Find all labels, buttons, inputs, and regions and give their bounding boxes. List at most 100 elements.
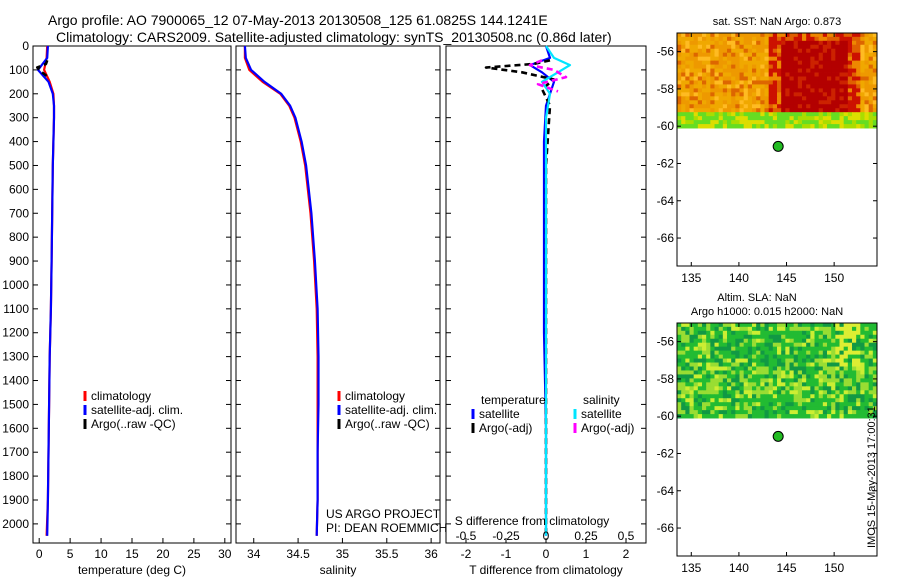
heatmap-cell (835, 374, 840, 379)
heatmap-cell (772, 100, 778, 105)
heatmap-cell (827, 338, 832, 344)
heatmap-cell (843, 64, 849, 69)
heatmap-cell (797, 88, 803, 93)
heatmap-cell (747, 350, 753, 355)
heatmap-cell (839, 60, 845, 65)
heatmap-cell (768, 44, 774, 50)
heatmap-cell (747, 120, 753, 125)
heatmap-cell (835, 52, 840, 58)
heatmap-cell (847, 334, 853, 340)
heatmap-cell (822, 88, 828, 93)
heatmap-cell (814, 72, 820, 77)
heatmap-cell (722, 52, 728, 58)
heatmap-cell (781, 52, 786, 58)
heatmap-cell (802, 390, 807, 395)
heatmap-cell (785, 330, 790, 336)
heatmap-cell (789, 374, 795, 379)
heatmap-cell (764, 350, 770, 355)
heatmap-cell (872, 394, 878, 399)
heatmap-cell (764, 338, 770, 344)
heatmap-cell (864, 108, 870, 113)
heatmap-cell (727, 330, 732, 336)
heatmap-cell (764, 346, 770, 352)
heatmap-cell (814, 362, 820, 367)
heatmap-cell (731, 378, 736, 383)
heatmap-cell (702, 108, 707, 113)
y-tick-label: 400 (9, 135, 29, 149)
heatmap-cells (677, 32, 878, 129)
argo-float-marker (772, 430, 784, 442)
heatmap-cell (756, 338, 761, 344)
heatmap-cell (872, 390, 878, 395)
heatmap-cell (747, 56, 753, 62)
heatmap-cell (839, 36, 845, 42)
heatmap-cell (856, 108, 861, 113)
heatmap-cell (814, 64, 820, 69)
heatmap-cell (702, 354, 707, 359)
heatmap-cell (839, 390, 845, 395)
heatmap-cell (718, 342, 724, 348)
heatmap-cell (797, 410, 803, 415)
heatmap-cell (802, 84, 807, 89)
heatmap-cell (839, 350, 845, 355)
heatmap-cell (714, 88, 720, 93)
heatmap-cell (752, 334, 757, 340)
heatmap-cell (818, 96, 824, 101)
heatmap-cell (702, 48, 707, 54)
heatmap-cell (785, 56, 790, 62)
heatmap-cell (727, 346, 732, 352)
heatmap-cell (714, 48, 720, 54)
heatmap-cell (760, 402, 765, 407)
heatmap-cell (847, 330, 853, 336)
heatmap-cell (677, 346, 682, 352)
heatmap-cell (714, 370, 720, 375)
heatmap-cell (714, 68, 720, 73)
heatmap-cell (747, 414, 753, 419)
legend-entry: Argo(..raw -QC) (345, 417, 430, 431)
heatmap-cell (693, 112, 699, 117)
heatmap-cell (868, 84, 874, 89)
heatmap-cell (793, 116, 799, 121)
heatmap-cell (822, 378, 828, 383)
heatmap-cell (810, 366, 815, 371)
heatmap-cell (714, 36, 720, 42)
heatmap-cell (752, 92, 757, 97)
heatmap-cell (810, 410, 815, 415)
heatmap-cell (856, 124, 861, 129)
heatmap-cell (793, 362, 799, 367)
heatmap-cell (731, 386, 736, 391)
heatmap-cell (839, 124, 845, 129)
heatmap-cell (718, 354, 724, 359)
heatmap-cell (847, 120, 853, 125)
heatmap-cell (693, 374, 699, 379)
heatmap-cell (743, 342, 749, 348)
heatmap-cell (781, 72, 786, 77)
heatmap-cell (772, 84, 778, 89)
heatmap-cell (714, 394, 720, 399)
heatmap-cell (710, 322, 715, 328)
heatmap-cell (793, 366, 799, 371)
heatmap-cell (847, 362, 853, 367)
heatmap-cell (685, 84, 690, 89)
heatmap-cell (868, 402, 874, 407)
heatmap-cell (860, 88, 865, 93)
heatmap-cell (693, 322, 699, 328)
heatmap-cell (777, 40, 782, 46)
heatmap-cell (822, 116, 828, 121)
heatmap-cell (747, 32, 753, 38)
heatmap-cell (710, 84, 715, 89)
heatmap-cell (685, 358, 690, 363)
heatmap-cell (806, 330, 811, 336)
heatmap-cell (685, 322, 690, 328)
heatmap-cell (677, 378, 682, 383)
heatmap-cell (852, 330, 857, 336)
heatmap-cell (789, 32, 795, 38)
heatmap-cell (785, 112, 790, 117)
heatmap-cell (856, 362, 861, 367)
heatmap-cell (852, 338, 857, 344)
heatmap-cell (760, 88, 765, 93)
heatmap-cell (856, 96, 861, 101)
heatmap-cell (847, 378, 853, 383)
heatmap-cell (777, 60, 782, 65)
heatmap-cell (806, 362, 811, 367)
